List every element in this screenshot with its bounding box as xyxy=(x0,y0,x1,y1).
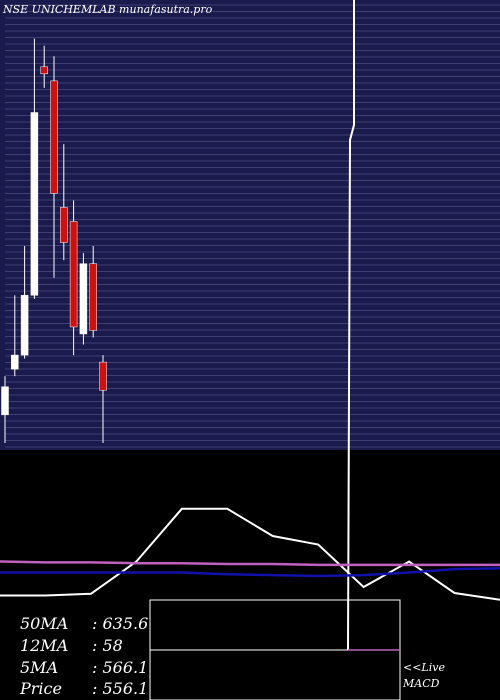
candle-body xyxy=(30,112,39,296)
macd-panel xyxy=(149,599,401,700)
price-gridlines xyxy=(5,4,500,448)
indicator-line xyxy=(0,567,500,578)
ma12-value: : 58 xyxy=(92,636,123,655)
ma50-label: 50MA xyxy=(20,614,69,633)
candle-body xyxy=(79,263,88,335)
candle-body xyxy=(50,80,58,194)
moving-average-lines xyxy=(0,507,500,601)
candle-body xyxy=(69,221,78,328)
candle-body xyxy=(89,263,97,331)
candle-body xyxy=(11,354,19,370)
candlestick-series xyxy=(1,38,107,443)
live-price-spike xyxy=(347,0,355,651)
spike-line xyxy=(347,0,355,651)
price-label: Price xyxy=(20,679,62,698)
macd-label: MACD xyxy=(403,677,440,690)
ma5-value: : 566.1 xyxy=(92,658,149,677)
ma5-readout: 5MA : 566.1 xyxy=(20,658,148,677)
ma50-readout: 50MA : 635.6 xyxy=(20,614,148,633)
candle-body xyxy=(20,295,29,356)
price-panel-background xyxy=(0,0,500,450)
ma50-value: : 635.6 xyxy=(92,614,149,633)
ma12-readout: 12MA : 58 xyxy=(20,636,123,655)
candle-body xyxy=(99,361,107,391)
price-readout: Price : 556.1 xyxy=(20,679,148,698)
candle-body xyxy=(60,207,68,243)
indicator-line xyxy=(0,560,500,567)
ma12-label: 12MA xyxy=(20,636,69,655)
ma5-label: 5MA xyxy=(20,658,59,677)
indicator-line xyxy=(0,507,500,601)
candle-body xyxy=(40,66,48,75)
candle-body xyxy=(1,386,9,416)
macd-live-label: <<Live xyxy=(403,661,445,674)
chart-title: NSE UNICHEMLAB munafasutra.pro xyxy=(3,3,213,16)
price-value: : 556.1 xyxy=(92,679,149,698)
